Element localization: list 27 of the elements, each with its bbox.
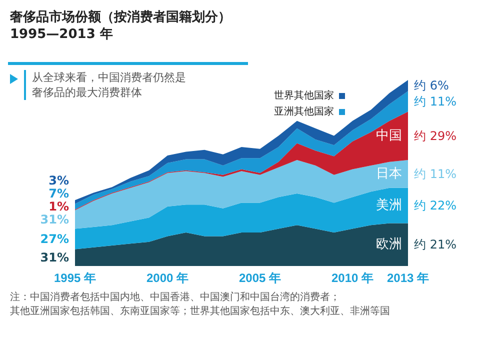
annotation: 约 29%	[414, 128, 456, 143]
series-label: 欧洲	[376, 237, 402, 252]
text: 其他亚洲国家包括韩国、东南亚国家等；世界其他国家包括中东、澳大利亚、非洲等国	[10, 306, 390, 317]
legend-label: 亚洲其他国家	[274, 106, 334, 118]
chart-subtitle: 从全球来看，中国消费者仍然是奢侈品的最大消费群体	[24, 70, 192, 100]
text: 注：中国消费者包括中国内地、中国香港、中国澳门和中国台湾的消费者；	[10, 292, 340, 303]
x-tick-label: 2010 年	[331, 271, 374, 285]
annotation: 1%	[48, 200, 69, 214]
annotation: 7%	[48, 186, 69, 200]
x-tick-label: 2013 年	[386, 271, 430, 285]
legend-label: 世界其他国家	[274, 90, 334, 102]
annotation: 约 21%	[414, 238, 456, 252]
annotation: 约 6%	[414, 78, 449, 93]
annotation: 约 11%	[414, 166, 456, 181]
series-label: 中国	[376, 128, 402, 144]
annotation: 27%	[40, 232, 69, 246]
series-label: 日本	[376, 166, 402, 182]
series-label: 美洲	[376, 197, 402, 214]
annotation: 3%	[48, 174, 69, 188]
annotation: 31%	[40, 212, 69, 226]
chart-title: 奢侈品市场份额（按消费者国籍划分）1995—2013 年	[10, 9, 232, 43]
annotation: 约 22%	[414, 198, 456, 213]
annotation: 约 11%	[414, 94, 456, 108]
x-tick-label: 2000 年	[146, 271, 189, 285]
x-tick-label: 2005 年	[238, 271, 282, 285]
x-tick-label: 1995 年	[54, 271, 96, 285]
annotation: 31%	[40, 250, 69, 265]
